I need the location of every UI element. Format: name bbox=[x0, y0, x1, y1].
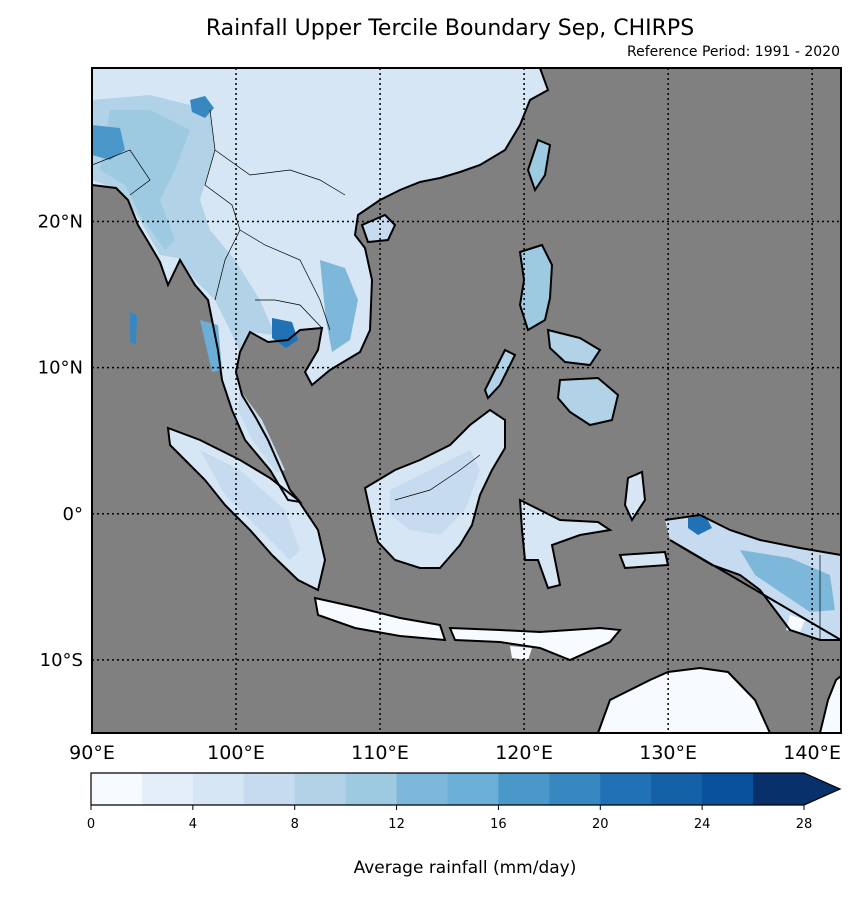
coastline-australia bbox=[597, 666, 771, 733]
colorbar-segment bbox=[91, 773, 143, 805]
colorbar-segment bbox=[345, 773, 398, 805]
longitude-tick-label: 140°E bbox=[783, 742, 841, 764]
map-title: Rainfall Upper Tercile Boundary Sep, CHI… bbox=[205, 16, 695, 41]
colorbar-segment bbox=[753, 773, 805, 805]
taiwan-island bbox=[528, 140, 550, 190]
border-thailand-cambodia bbox=[255, 299, 323, 329]
latitude-tick-label: 20°N bbox=[38, 211, 83, 232]
colorbar-segment bbox=[141, 773, 194, 805]
luzon-island bbox=[520, 245, 552, 330]
border-bangladesh bbox=[92, 149, 151, 196]
coastline-hainan bbox=[360, 213, 397, 244]
coastlines bbox=[92, 68, 841, 733]
coastline-borneo bbox=[363, 408, 506, 569]
coastline-sulawesi bbox=[518, 498, 613, 590]
coastline-palawan bbox=[483, 348, 517, 400]
colorbar-segment bbox=[396, 773, 448, 805]
cape-york bbox=[820, 676, 841, 733]
longitude-labels: 90°E 100°E 110°E 120°E 130°E 140°E bbox=[69, 742, 841, 764]
coastline-cape-york bbox=[819, 675, 841, 733]
colorbar-tick-label: 28 bbox=[796, 817, 813, 832]
new-guinea-rain-core bbox=[740, 550, 835, 612]
colorbar-tick-label: 0 bbox=[87, 817, 95, 832]
lesser-sunda-islands bbox=[450, 628, 620, 660]
high-rain-spot-west bbox=[92, 125, 125, 160]
bali-lombok bbox=[510, 646, 532, 660]
coastline-java bbox=[313, 596, 447, 642]
colorbar-ticks: 0 4 8 12 16 20 24 28 bbox=[87, 805, 812, 832]
halmahera-island bbox=[625, 472, 645, 520]
visayas-islands bbox=[548, 330, 600, 365]
sumatra-rain-core bbox=[200, 450, 300, 560]
high-rain-spot-bay bbox=[190, 96, 214, 118]
colorbar-tick-label: 8 bbox=[291, 817, 299, 832]
colorbar-tick-label: 12 bbox=[388, 817, 405, 832]
map-frame bbox=[91, 67, 842, 734]
reference-period-subtitle: Reference Period: 1991 - 2020 bbox=[627, 44, 840, 60]
coastline-mindanao bbox=[556, 376, 620, 427]
colorbar-segment bbox=[549, 773, 601, 805]
new-guinea-island bbox=[665, 515, 841, 640]
border-borneo bbox=[394, 454, 481, 501]
rain-spot-myanmar-coast bbox=[200, 320, 222, 372]
colorbar-segment bbox=[498, 773, 550, 805]
coastline-luzon bbox=[518, 243, 554, 332]
palawan-island bbox=[485, 350, 515, 398]
latitude-tick-label: 10°N bbox=[38, 358, 83, 379]
latitude-tick-label: 10°S bbox=[40, 650, 83, 671]
andaman-islands bbox=[130, 312, 137, 345]
coastline-sumatra bbox=[166, 426, 327, 592]
colorbar-tick-label: 24 bbox=[694, 817, 711, 832]
colorbar-segment bbox=[651, 773, 703, 805]
colorbar-extend-arrow bbox=[804, 773, 840, 805]
coastline-mainland bbox=[92, 68, 550, 504]
colorbar-tick-label: 16 bbox=[490, 817, 507, 832]
border-laos bbox=[239, 229, 331, 331]
seram-island bbox=[620, 552, 668, 568]
land-layer bbox=[92, 68, 841, 733]
border-china-south bbox=[214, 149, 346, 196]
colorbar-outline bbox=[90, 772, 842, 806]
australia-north bbox=[598, 668, 770, 733]
colorbar bbox=[90, 772, 842, 806]
colorbar-segment bbox=[600, 773, 652, 805]
bird-head-rain-spot bbox=[688, 515, 712, 535]
colorbar-label: Average rainfall (mm/day) bbox=[354, 858, 577, 878]
coastline-taiwan bbox=[526, 138, 552, 193]
graticule bbox=[92, 68, 841, 733]
colorbar-segment bbox=[294, 773, 347, 805]
latitude-labels: 20°N 10°N 0° 10°S bbox=[38, 211, 83, 670]
colorbar-segment bbox=[192, 773, 245, 805]
longitude-tick-label: 130°E bbox=[639, 742, 697, 764]
longitude-tick-label: 110°E bbox=[351, 742, 409, 764]
latitude-tick-label: 0° bbox=[63, 504, 83, 525]
coastline-lesser-sunda bbox=[448, 626, 622, 662]
longitude-tick-label: 90°E bbox=[69, 742, 115, 764]
longitude-tick-label: 100°E bbox=[207, 742, 265, 764]
coastline-halmahera bbox=[623, 470, 647, 523]
colorbar-tick-label: 4 bbox=[189, 817, 197, 832]
longitude-tick-label: 120°E bbox=[495, 742, 553, 764]
new-guinea-south-coast bbox=[786, 615, 805, 632]
coastline-new-guinea bbox=[664, 513, 841, 641]
colorbar-segment bbox=[243, 773, 296, 805]
coastline-visayas bbox=[546, 328, 602, 367]
colorbar-tick-label: 20 bbox=[592, 817, 609, 832]
colorbar-segment bbox=[447, 773, 499, 805]
colorbar-segment bbox=[702, 773, 754, 805]
country-borders bbox=[92, 109, 821, 640]
